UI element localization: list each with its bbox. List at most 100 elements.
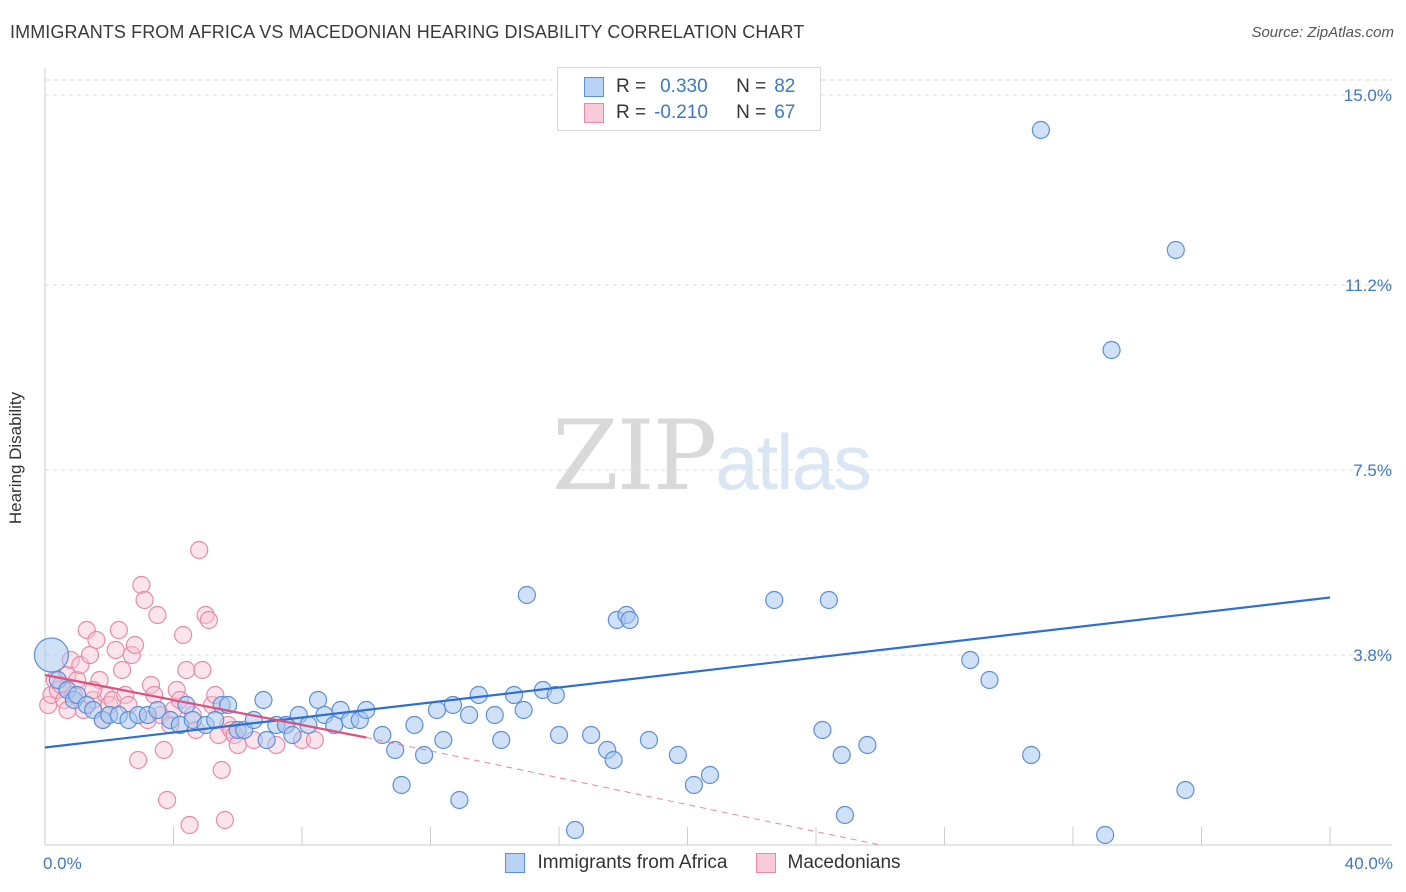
legend-r-label: R = — [616, 102, 647, 123]
watermark-atlas: atlas — [715, 418, 872, 506]
macedonians-trend-line — [44, 673, 367, 739]
africa-point — [517, 585, 536, 605]
legend-item-africa[interactable]: Immigrants from Africa — [505, 852, 728, 874]
africa-point — [549, 725, 569, 745]
africa-point — [257, 730, 276, 750]
grid-lines — [45, 79, 1392, 656]
africa-point — [620, 610, 639, 630]
africa-point — [392, 775, 411, 795]
macedonians-point — [180, 815, 199, 835]
africa-point — [819, 590, 838, 610]
africa-point — [450, 790, 469, 810]
macedonians-point — [112, 660, 132, 680]
africa-point — [459, 705, 479, 725]
macedonians-point — [157, 790, 177, 810]
macedonians-point — [196, 605, 215, 625]
macedonians-point — [193, 660, 212, 680]
africa-point — [427, 700, 447, 720]
macedonians-point — [215, 810, 234, 830]
legend-item-macedonians[interactable]: Macedonians — [755, 852, 901, 874]
africa-point — [148, 700, 167, 720]
legend-n-label: N = — [736, 76, 767, 97]
africa-point — [514, 700, 533, 720]
macedonians-point — [135, 590, 154, 610]
macedonians-trend-extension — [366, 737, 881, 846]
macedonians-point — [154, 740, 173, 760]
africa-point — [961, 650, 980, 670]
macedonians-point — [125, 635, 145, 655]
africa-point — [469, 685, 488, 705]
legend-row-africa: R = 0.330 N = 82 — [584, 76, 795, 98]
macedonians-point — [305, 730, 324, 750]
legend-n-value-africa: 82 — [774, 76, 796, 97]
africa-point — [485, 705, 504, 725]
africa-point — [835, 805, 855, 825]
africa-point — [1166, 240, 1185, 260]
africa-points — [33, 120, 1195, 845]
africa-point — [639, 730, 659, 750]
africa-point — [1176, 780, 1195, 800]
trend-lines — [44, 596, 1331, 846]
macedonians-point — [212, 760, 231, 780]
y-tick-label: 11.2% — [1345, 276, 1392, 295]
legend-label-africa: Immigrants from Africa — [537, 852, 728, 873]
watermark-zip: ZIP — [552, 400, 717, 512]
africa-point — [405, 715, 424, 735]
africa-point — [582, 725, 601, 745]
series-legend: Immigrants from Africa Macedonians — [0, 852, 1406, 874]
legend-r-value-africa: 0.330 — [660, 76, 708, 97]
x-tick-label: 40.0% — [1345, 854, 1393, 873]
macedonians-point — [148, 605, 167, 625]
macedonians-point — [174, 625, 193, 645]
macedonians-point — [141, 675, 161, 695]
macedonians-point — [190, 540, 209, 560]
macedonians-point — [199, 610, 218, 630]
macedonians-point — [122, 645, 141, 665]
macedonians-point — [129, 750, 148, 770]
legend-r-value-macedonians: -0.210 — [654, 102, 708, 123]
africa-point — [684, 775, 704, 795]
legend-r-label: R = — [616, 76, 647, 97]
africa-point — [504, 685, 524, 705]
africa-point — [668, 745, 687, 765]
tick-labels: 3.8% 7.5% 11.2% 15.0% 0.0% 40.0% — [43, 86, 1393, 873]
macedonians-point — [106, 640, 125, 660]
africa-point — [1096, 825, 1115, 845]
africa-point — [832, 745, 851, 765]
y-tick-label: 7.5% — [1353, 461, 1392, 480]
africa-point — [1022, 745, 1041, 765]
africa-point — [283, 725, 302, 745]
macedonians-point — [132, 575, 151, 595]
legend-n-value-macedonians: 67 — [774, 102, 796, 123]
africa-point — [414, 745, 434, 765]
africa-point — [33, 637, 70, 673]
legend-swatch-macedonians — [584, 103, 604, 123]
axes — [44, 68, 1392, 846]
watermark: ZIPatlas — [552, 400, 872, 512]
africa-point — [1031, 120, 1050, 140]
africa-point — [434, 730, 453, 750]
africa-point — [546, 685, 565, 705]
africa-point — [700, 765, 720, 785]
y-tick-label: 3.8% — [1353, 646, 1392, 665]
africa-point — [858, 735, 877, 755]
legend-label-macedonians: Macedonians — [787, 852, 901, 873]
x-tick-label: 0.0% — [43, 854, 82, 873]
africa-point — [1102, 340, 1121, 360]
correlation-legend: R = 0.330 N = 82 R = -0.210 N = 67 — [557, 67, 821, 131]
legend-swatch-macedonians — [755, 853, 776, 873]
africa-point — [565, 820, 585, 840]
legend-swatch-africa — [505, 853, 526, 873]
macedonians-point — [167, 680, 186, 700]
legend-row-macedonians: R = -0.210 N = 67 — [584, 102, 795, 124]
africa-point — [813, 720, 832, 740]
macedonians-point — [77, 620, 96, 640]
africa-point — [373, 725, 392, 745]
macedonians-point — [177, 660, 196, 680]
africa-trend-line — [44, 596, 1331, 749]
africa-point — [604, 750, 623, 770]
macedonians-point — [109, 620, 128, 640]
chart-title: IMMIGRANTS FROM AFRICA VS MACEDONIAN HEA… — [10, 22, 805, 42]
macedonians-point — [87, 630, 106, 650]
